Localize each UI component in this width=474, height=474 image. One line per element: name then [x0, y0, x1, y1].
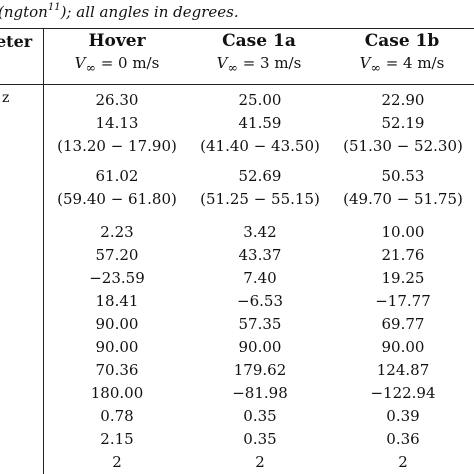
table-caption: (ngton11); all angles in degrees. — [0, 0, 239, 21]
table-cell: 26.30 — [95, 91, 139, 109]
caption-reference: 11 — [47, 2, 61, 13]
parameter-row-label: z — [2, 90, 10, 106]
table-cell: (13.20 − 17.90) — [57, 137, 177, 155]
parameter-column-header: eter — [0, 32, 33, 51]
table-cell: 21.76 — [381, 246, 425, 264]
table-cell: (41.40 − 43.50) — [200, 137, 320, 155]
column-subheader-hover: V∞ = 0 m/s — [74, 54, 160, 75]
table-cell: 52.69 — [238, 167, 282, 185]
table-cell: 52.19 — [381, 114, 425, 132]
table-cell: 90.00 — [238, 338, 282, 356]
caption-author: ngton — [3, 3, 48, 21]
table-cell: 0.35 — [243, 407, 277, 425]
table-cell: 43.37 — [238, 246, 282, 264]
table-cell: 2 — [255, 453, 265, 471]
table-cell: 41.59 — [238, 114, 282, 132]
table-cell: 179.62 — [233, 361, 287, 379]
column-subheader-case-1a: V∞ = 3 m/s — [216, 54, 302, 75]
table-cell: 10.00 — [381, 223, 425, 241]
table-cell: (51.25 − 55.15) — [200, 190, 320, 208]
table-cell: 22.90 — [381, 91, 425, 109]
table-cell: 14.13 — [95, 114, 139, 132]
column-header-hover: Hover — [88, 31, 146, 51]
table-cell: 0.35 — [243, 430, 277, 448]
table-cell: −17.77 — [375, 292, 431, 310]
table-cell: 90.00 — [95, 338, 139, 356]
table-top-rule — [0, 28, 474, 30]
table-cell: 2.15 — [100, 430, 134, 448]
table-cell: 61.02 — [95, 167, 139, 185]
table-cell: 50.53 — [381, 167, 425, 185]
table-cell: 90.00 — [381, 338, 425, 356]
table-cell: −81.98 — [232, 384, 288, 402]
table-cell: 0.39 — [386, 407, 420, 425]
table-cell: 69.77 — [381, 315, 425, 333]
table-header-rule — [0, 84, 474, 85]
table-cell: (59.40 − 61.80) — [57, 190, 177, 208]
table-cell: −23.59 — [89, 269, 145, 287]
table-cell: 57.20 — [95, 246, 139, 264]
table-cell: (51.30 − 52.30) — [343, 137, 463, 155]
table-cell: 70.36 — [95, 361, 139, 379]
table-cell: (49.70 − 51.75) — [343, 190, 463, 208]
table-cell: 0.36 — [386, 430, 420, 448]
column-header-case-1a: Case 1a — [222, 31, 296, 51]
table-cell: 18.41 — [95, 292, 139, 310]
table-cell: −122.94 — [370, 384, 436, 402]
caption-text: ); all angles in degrees. — [60, 3, 239, 21]
table-cell: 57.35 — [238, 315, 282, 333]
column-subheader-case-1b: V∞ = 4 m/s — [359, 54, 445, 75]
table-cell: 2 — [112, 453, 122, 471]
table-cell: 3.42 — [243, 223, 277, 241]
table-cell: 90.00 — [95, 315, 139, 333]
table-cell: 2.23 — [100, 223, 134, 241]
table-column-divider — [43, 28, 44, 474]
table-cell: −6.53 — [237, 292, 283, 310]
table-cell: 0.78 — [100, 407, 134, 425]
table-cell: 7.40 — [243, 269, 277, 287]
table-cell: 180.00 — [90, 384, 144, 402]
table-cell: 19.25 — [381, 269, 425, 287]
table-cell: 124.87 — [376, 361, 430, 379]
column-header-case-1b: Case 1b — [364, 31, 440, 51]
table-cell: 25.00 — [238, 91, 282, 109]
table-cell: 2 — [398, 453, 408, 471]
